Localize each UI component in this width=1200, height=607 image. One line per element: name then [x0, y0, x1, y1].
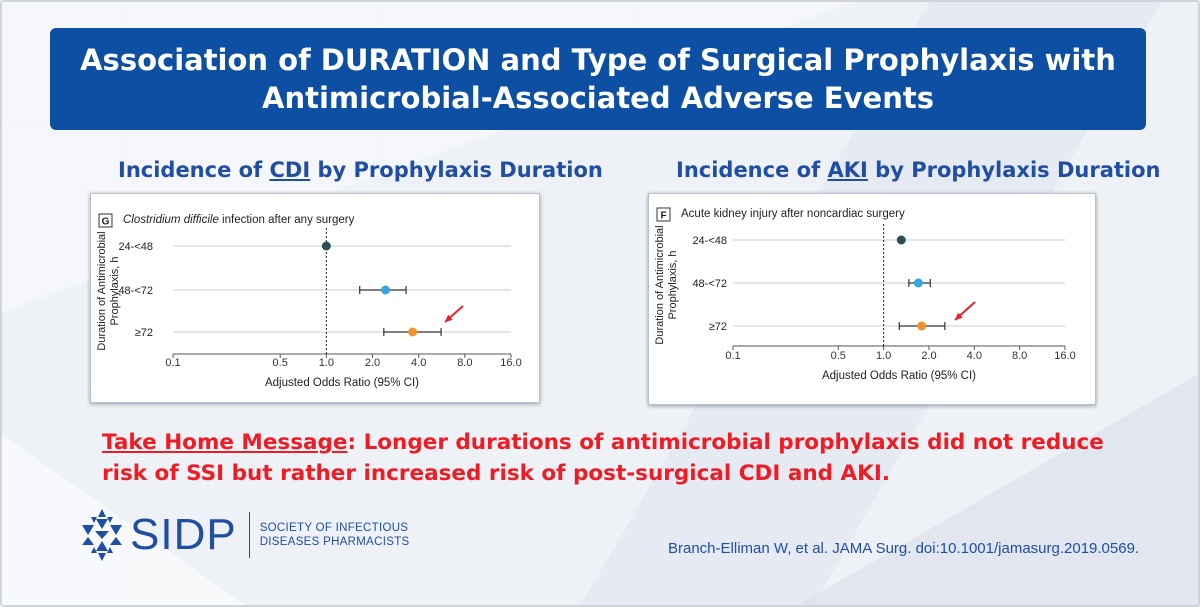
aki-forest-plot: F Acute kidney injury after noncardiac su…: [648, 193, 1096, 405]
y-axis-label-line-2: Prophylaxis, h: [667, 250, 679, 319]
x-axis-label: Adjusted Odds Ratio (95% CI): [822, 370, 976, 382]
x-tick-label: 16.0: [500, 357, 521, 369]
cdi-heading-pre: Incidence of: [118, 158, 270, 182]
sidp-wordmark: SIDP: [130, 510, 237, 559]
aki-heading-post: by Prophylaxis Duration: [867, 158, 1161, 182]
aki-heading-key: AKI: [827, 158, 868, 182]
point-estimate: [913, 278, 923, 288]
x-tick-label: 1.0: [876, 350, 891, 362]
category-label: 24-<48: [692, 235, 727, 247]
cdi-heading-key: CDI: [269, 158, 311, 182]
take-home-message: Take Home Message: Longer durations of a…: [102, 427, 1122, 489]
panel-letter-badge: [656, 207, 671, 222]
category-label: ≥72: [135, 327, 153, 339]
take-home-label: Take Home Message: [102, 430, 348, 455]
x-tick-label: 16.0: [1054, 350, 1075, 362]
tagline-line-1: SOCIETY OF INFECTIOUS: [259, 522, 409, 534]
x-axis-label: Adjusted Odds Ratio (95% CI): [265, 377, 419, 389]
sidp-logo: SIDP SOCIETY OF INFECTIOUS DISEASES PHAR…: [82, 505, 410, 565]
sidp-star-icon: [82, 509, 122, 561]
panel-letter: G: [102, 217, 110, 228]
aki-heading-pre: Incidence of: [676, 158, 828, 182]
title-banner: Association of DURATION and Type of Surg…: [50, 28, 1146, 130]
x-tick-label: 1.0: [319, 357, 334, 369]
point-estimate: [896, 235, 906, 245]
slide-title-line-1: Association of DURATION and Type of Surg…: [80, 43, 1116, 77]
panel-letter-badge: [98, 213, 113, 228]
point-estimate: [408, 327, 418, 337]
logo-divider: [248, 512, 250, 558]
x-tick-label: 8.0: [457, 357, 472, 369]
x-tick-label: 0.1: [725, 350, 740, 362]
y-axis-label-line-1: Duration of Antimicrobial: [96, 231, 108, 350]
cdi-forest-svg: G Clostridium difficile infection after a…: [96, 213, 522, 389]
tagline-line-2: DISEASES PHARMACISTS: [259, 536, 410, 548]
annotation-arrow-head: [955, 312, 963, 320]
slide-title-line-2: Antimicrobial-Associated Adverse Events: [262, 81, 934, 115]
aki-panel-heading: Incidence of AKI by Prophylaxis Duration: [676, 158, 1161, 182]
cdi-forest-plot: G Clostridium difficile infection after a…: [90, 193, 540, 403]
aki-forest-svg: F Acute kidney injury after noncardiac su…: [654, 207, 1076, 382]
panel-title: Clostridium difficile infection after an…: [123, 214, 355, 226]
sidp-tagline: SOCIETY OF INFECTIOUS DISEASES PHARMACIS…: [260, 521, 410, 549]
y-axis-label-line-1: Duration of Antimicrobial: [654, 225, 666, 344]
x-tick-label: 0.5: [273, 357, 288, 369]
panel-title-italic: Clostridium difficile: [123, 214, 219, 226]
x-tick-label: 8.0: [1012, 350, 1027, 362]
x-tick-label: 0.5: [831, 350, 846, 362]
x-tick-label: 0.1: [165, 357, 180, 369]
category-label: 48-<72: [692, 278, 727, 290]
category-label: 48-<72: [118, 285, 153, 297]
take-home-text: : Longer durations of antimicrobial prop…: [102, 430, 1104, 486]
cdi-panel-heading: Incidence of CDI by Prophylaxis Duration: [118, 158, 603, 182]
point-estimate: [321, 241, 331, 251]
y-axis-label-line-2: Prophylaxis, h: [109, 256, 121, 325]
point-estimate: [917, 321, 927, 331]
point-estimate: [380, 285, 390, 295]
category-label: 24-<48: [118, 241, 153, 253]
cdi-heading-post: by Prophylaxis Duration: [310, 158, 603, 182]
annotation-arrow-head: [445, 314, 453, 322]
x-tick-label: 4.0: [967, 350, 982, 362]
category-label: ≥72: [709, 321, 727, 333]
citation: Branch-Elliman W, et al. JAMA Surg. doi:…: [668, 540, 1140, 557]
panel-title-rest: Acute kidney injury after noncardiac sur…: [681, 208, 905, 220]
panel-title: Acute kidney injury after noncardiac sur…: [681, 208, 905, 220]
x-tick-label: 2.0: [921, 350, 936, 362]
x-tick-label: 4.0: [411, 357, 426, 369]
panel-letter: F: [660, 211, 666, 222]
x-tick-label: 2.0: [365, 357, 380, 369]
panel-title-rest: infection after any surgery: [219, 214, 355, 226]
